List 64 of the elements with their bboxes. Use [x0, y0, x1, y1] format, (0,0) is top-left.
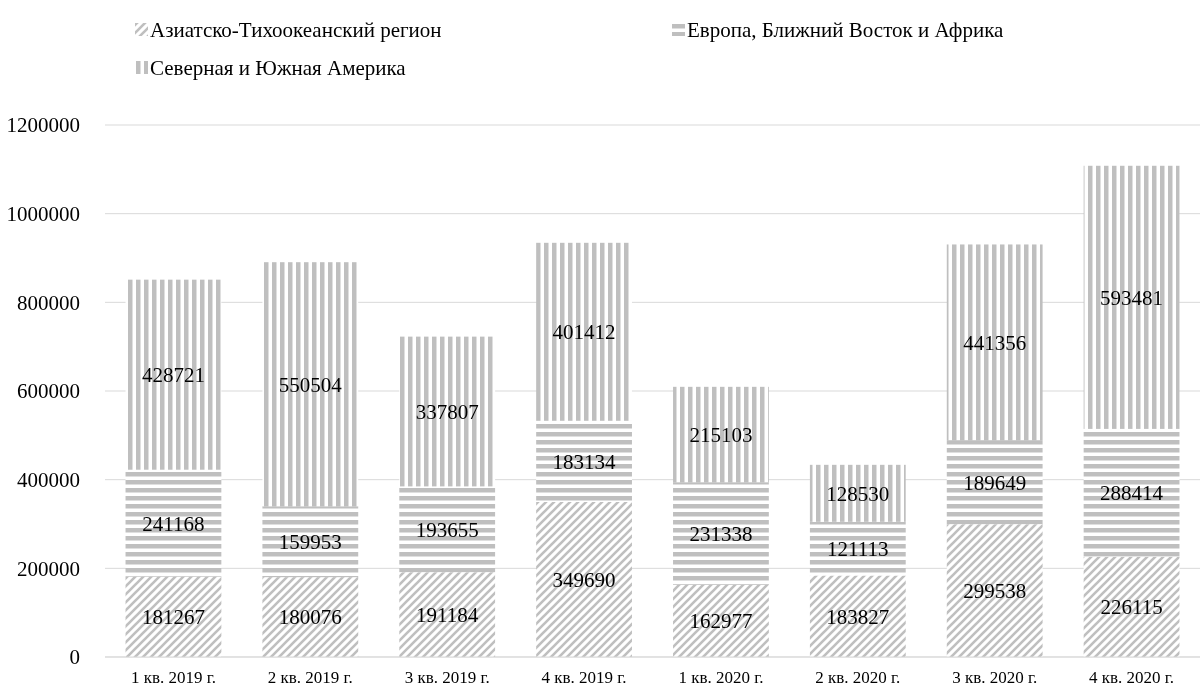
data-label: 215103 [689, 422, 753, 447]
y-tick-label: 400000 [17, 468, 80, 493]
data-label: 337807 [415, 399, 479, 424]
y-tick-label: 0 [69, 645, 80, 670]
bar [125, 576, 222, 657]
x-tick-label: 1 кв. 2019 г. [130, 668, 216, 687]
data-label: 401412 [552, 320, 616, 345]
bar [946, 440, 1043, 525]
data-label: 349690 [552, 567, 616, 592]
data-label: 193655 [415, 517, 479, 542]
data-label: 593481 [1100, 285, 1164, 310]
data-label: 128530 [826, 481, 890, 506]
bar [809, 464, 906, 522]
bar [673, 482, 769, 585]
legend-label: Азиатско-Тихоокеанский регион [150, 18, 442, 43]
x-tick-label: 4 кв. 2020 г. [1089, 668, 1175, 687]
x-tick-label: 4 кв. 2019 г. [541, 668, 627, 687]
data-label: 288414 [1100, 481, 1164, 506]
data-label: 441356 [963, 330, 1027, 355]
bar [399, 572, 496, 657]
bar [125, 469, 222, 577]
data-label: 226115 [1100, 595, 1163, 620]
bar [262, 262, 359, 507]
data-label: 121113 [827, 537, 889, 562]
x-tick-label: 2 кв. 2020 г. [815, 668, 901, 687]
data-label: 299538 [963, 578, 1027, 603]
y-tick-label: 800000 [17, 290, 80, 315]
bar [673, 584, 769, 657]
y-tick-label: 200000 [17, 556, 80, 581]
data-label: 181267 [141, 605, 205, 630]
x-tick-label: 2 кв. 2019 г. [267, 668, 353, 687]
bar [946, 524, 1043, 657]
bar [399, 336, 496, 487]
data-label: 550504 [278, 372, 343, 397]
x-tick-label: 1 кв. 2020 г. [678, 668, 764, 687]
bar [125, 279, 222, 470]
bar [1083, 556, 1180, 657]
x-tick-label: 3 кв. 2019 г. [404, 668, 490, 687]
data-label: 191184 [416, 602, 479, 627]
bar [399, 486, 496, 573]
y-tick-label: 1000000 [6, 202, 80, 227]
bar [536, 501, 632, 657]
data-label: 231338 [689, 521, 753, 546]
x-tick-label: 3 кв. 2020 г. [952, 668, 1038, 687]
bar [262, 506, 359, 578]
y-tick-label: 600000 [17, 379, 80, 404]
legend-label: Северная и Южная Америка [150, 56, 407, 81]
data-label: 241168 [142, 511, 205, 536]
bar [946, 244, 1043, 441]
bar [262, 577, 359, 657]
data-label: 183827 [826, 604, 890, 629]
bar [1083, 165, 1180, 429]
data-label: 183134 [552, 449, 617, 474]
y-tick-label: 1200000 [6, 113, 80, 138]
data-label: 180076 [278, 605, 342, 630]
bar [809, 521, 906, 576]
data-label: 162977 [689, 609, 753, 634]
data-label: 189649 [963, 470, 1027, 495]
data-label: 428721 [141, 363, 205, 388]
bar [809, 575, 906, 657]
bar [536, 242, 632, 421]
legend-label: Европа, Ближний Восток и Африка [687, 18, 1005, 43]
bar [673, 386, 769, 483]
data-label: 159953 [278, 530, 342, 555]
